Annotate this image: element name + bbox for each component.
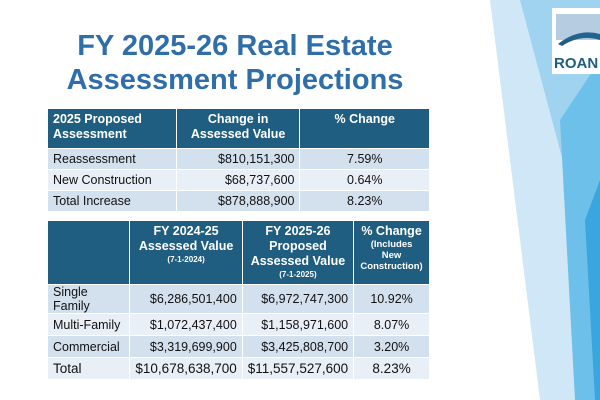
cell: 7.59% [299,148,430,170]
cell: $68,737,600 [175,169,301,191]
cell-text: Assessed Value [138,239,234,253]
cell-text: Change in [207,112,269,126]
cell-text: $1,072,437,400 [149,317,237,332]
cell: 10.92% [353,284,430,314]
cell-text: Total Increase [53,194,131,208]
cell-text: $810,151,300 [218,152,295,166]
cell-text: Multi-Family [53,317,121,332]
cell-text: % Change [361,224,422,238]
cell-text: $878,888,900 [218,194,295,208]
header-cell: FY 2025-26 Proposed Assessed Value (7-1-202… [241,220,355,285]
cell: 8.07% [353,313,430,336]
row: Total $10,678,638,700 $11,557,527,600 8.23% [46,357,430,380]
cell-text: $6,972,747,300 [261,292,349,306]
cell-text: $10,678,638,700 [135,361,237,376]
cell: $3,319,699,900 [129,335,243,358]
deco-shape [585,180,600,400]
cell-text: 7.59% [347,152,383,166]
cell-text: Single Family [53,285,90,313]
cell: 3.20% [353,335,430,358]
cell-text: 10.92% [370,292,413,306]
title: FY 2025-26 Real Estate [77,30,393,62]
cell-text: Total [53,361,82,376]
row: Reassessment $810,151,300 7.59% [47,148,430,170]
cell: $6,286,501,400 [129,284,243,314]
cell: 8.23% [353,357,430,380]
logo-text: ROAN [554,55,599,72]
cell: $6,972,747,300 [241,284,355,314]
cell: $1,158,971,600 [241,313,355,336]
cell: Total [46,357,131,380]
row: New Construction $68,737,600 0.64% [47,169,430,191]
cell: Single Family [46,284,131,314]
cell: $1,072,437,400 [129,313,243,336]
table-2: FY 2024-25 Assessed Value (7-1-2024) FY 202… [46,220,430,380]
header-cell: Change in Assessed Value [175,108,301,149]
row: Total Increase $878,888,900 8.23% [47,190,430,212]
cell-text: $68,737,600 [224,173,295,187]
cell-text: 8.07% [373,317,410,332]
cell-text: Assessed Value [250,254,346,268]
row: Multi-Family $1,072,437,400 $1,158,971,600… [46,313,430,336]
logo-box [552,8,600,74]
title: Assessment Projections [66,64,404,96]
cell-text: Assessed Value [190,127,286,141]
header-row: 2025 Proposed Assessment Change in Assessed… [47,108,430,149]
cell-text: 0.64% [347,173,383,187]
cell-text: 2025 Proposed [53,112,142,126]
header-cell: 2025 Proposed Assessment [47,108,177,149]
cell-text: 8.23% [372,361,411,376]
cell-text: (Includes [370,239,413,250]
cell: Reassessment [47,148,177,170]
cell-text: FY 2024-25 [153,224,219,238]
logo-mark [558,32,600,46]
header-cell: % Change (Includes New Construction) [353,220,430,285]
cell-text: $3,425,808,700 [261,339,349,354]
cell-text: New [381,250,402,261]
deco-shape [560,60,600,400]
cell-text: Commercial [53,339,120,354]
header-cell: FY 2024-25 Assessed Value (7-1-2024) [129,220,243,285]
cell: Multi-Family [46,313,131,336]
cell-text: $3,319,699,900 [149,339,237,354]
cell-text: Proposed [269,239,327,253]
cell: Commercial [46,335,131,358]
cell-text: FY 2025-26 [265,224,331,238]
cell: Total Increase [47,190,177,212]
cell-text: $6,286,501,400 [149,292,237,306]
cell: 0.64% [299,169,430,191]
cell: $3,425,808,700 [241,335,355,358]
cell-text: $1,158,971,600 [261,317,349,332]
cell-text: Reassessment [53,152,136,166]
cell-text: 8.23% [347,194,383,208]
cell: $11,557,527,600 [241,357,355,380]
cell-text: (7-1-2024) [167,255,205,264]
row: Commercial $3,319,699,900 $3,425,808,700 3.… [46,335,430,358]
cell-text: 3.20% [373,339,410,354]
row: Single Family $6,286,501,400 $6,972,747,30… [46,284,430,314]
cell-text: (7-1-2025) [279,270,317,279]
cell-text: Construction) [360,261,423,272]
cell: 8.23% [299,190,430,212]
cell-text: Assessment [53,127,127,141]
cell: $10,678,638,700 [129,357,243,380]
cell-text: New Construction [53,173,152,187]
table-1: 2025 Proposed Assessment Change in Assessed… [47,108,430,212]
header-row: FY 2024-25 Assessed Value (7-1-2024) FY 202… [46,220,430,285]
header-cell [46,220,131,285]
cell-text: $11,557,527,600 [247,361,349,376]
cell: New Construction [47,169,177,191]
cell-text: % Change [334,112,395,126]
logo-mark [556,14,600,40]
cell: $810,151,300 [175,148,301,170]
cell: $878,888,900 [175,190,301,212]
header-cell: % Change [299,108,430,149]
